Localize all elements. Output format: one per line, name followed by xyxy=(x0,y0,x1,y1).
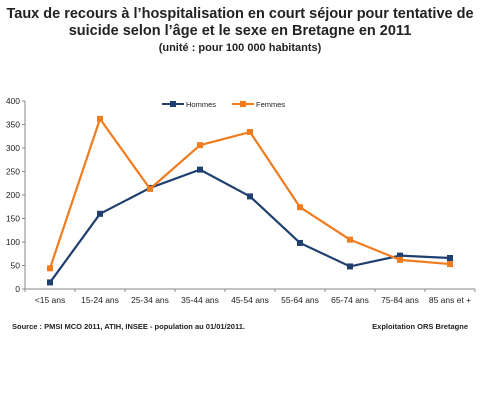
x-tick-label: <15 ans xyxy=(35,295,66,305)
data-point-hommes xyxy=(347,263,353,270)
data-point-hommes xyxy=(197,166,203,173)
data-point-femmes xyxy=(447,261,453,268)
y-tick-label: 300 xyxy=(6,143,20,153)
x-tick-label: 45-54 ans xyxy=(231,295,269,305)
data-point-hommes xyxy=(247,193,253,200)
y-tick-label: 150 xyxy=(6,214,20,224)
credit-note: Exploitation ORS Bretagne xyxy=(372,322,468,331)
x-tick-label: 35-44 ans xyxy=(181,295,219,305)
y-tick-label: 400 xyxy=(6,96,20,106)
y-tick-label: 50 xyxy=(11,261,21,271)
data-point-femmes xyxy=(97,115,103,122)
y-tick-label: 250 xyxy=(6,167,20,177)
x-tick-label: 15-24 ans xyxy=(81,295,119,305)
data-point-hommes xyxy=(297,239,303,246)
legend-marker-hommes xyxy=(170,101,176,107)
chart-subtitle: (unité : pour 100 000 habitants) xyxy=(158,42,322,54)
chart-title: Taux de recours à l’hospitalisation en c… xyxy=(6,6,474,39)
data-point-femmes xyxy=(147,185,153,192)
data-point-femmes xyxy=(297,204,303,211)
legend-marker-femmes xyxy=(240,101,246,107)
source-note: Source : PMSI MCO 2011, ATIH, INSEE - po… xyxy=(12,322,245,331)
data-point-hommes xyxy=(447,254,453,261)
y-tick-label: 0 xyxy=(15,284,20,294)
data-point-hommes xyxy=(47,279,53,286)
x-tick-label: 85 ans et + xyxy=(429,295,471,305)
data-point-femmes xyxy=(197,142,203,149)
legend-label-hommes: Hommes xyxy=(186,100,216,109)
series-line-hommes xyxy=(49,168,451,284)
data-point-femmes xyxy=(347,236,353,243)
y-tick-label: 100 xyxy=(6,237,20,247)
x-tick-label: 65-74 ans xyxy=(331,295,369,305)
y-tick-label: 350 xyxy=(6,120,20,130)
data-point-femmes xyxy=(397,256,403,263)
data-point-femmes xyxy=(247,129,253,136)
x-tick-label: 55-64 ans xyxy=(281,295,319,305)
y-tick-label: 200 xyxy=(6,190,20,200)
data-point-femmes xyxy=(47,265,53,272)
data-point-hommes xyxy=(397,252,403,259)
legend-label-femmes: Femmes xyxy=(256,100,285,109)
x-tick-label: 25-34 ans xyxy=(131,295,169,305)
x-tick-label: 75-84 ans xyxy=(381,295,419,305)
data-point-hommes xyxy=(97,210,103,217)
